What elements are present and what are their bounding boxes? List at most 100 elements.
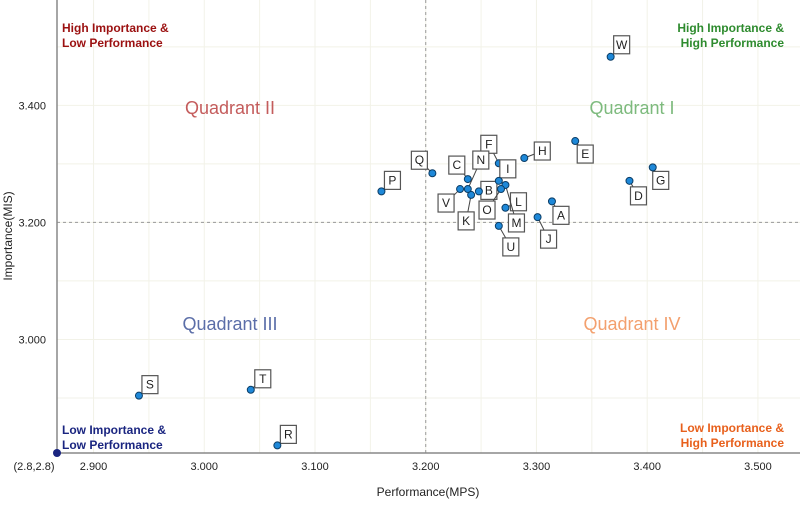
label-box xyxy=(539,229,558,249)
y-axis-label: Importance(MIS) xyxy=(1,191,15,280)
label-box xyxy=(499,159,517,179)
y-tick-label: 3.000 xyxy=(18,334,46,346)
point-marker xyxy=(497,185,506,194)
reference-lines xyxy=(57,0,800,453)
point-label: G xyxy=(656,173,665,187)
point-label: O xyxy=(482,203,491,217)
data-point-e: E xyxy=(571,137,594,164)
point-marker xyxy=(246,385,255,394)
corner-labels: High Importance & Low Performance High I… xyxy=(62,21,784,452)
data-point-n: N xyxy=(463,150,490,194)
label-box xyxy=(383,170,402,190)
x-tick-label: 3.100 xyxy=(301,461,329,473)
corner-bottom-left-line1: Low Importance & xyxy=(62,423,166,437)
x-tick-label: 3.300 xyxy=(523,461,551,473)
label-box xyxy=(457,211,475,231)
x-tick-label: 3.000 xyxy=(191,461,219,473)
label-box xyxy=(478,200,496,220)
data-point-d: D xyxy=(625,176,648,206)
label-box xyxy=(141,375,159,395)
point-marker xyxy=(571,137,580,146)
point-marker xyxy=(494,176,503,185)
point-label: J xyxy=(546,232,552,246)
point-label: V xyxy=(442,196,450,210)
point-label: M xyxy=(511,216,521,230)
point-marker xyxy=(273,441,282,450)
label-box xyxy=(437,193,455,213)
label-box xyxy=(279,424,297,444)
point-marker xyxy=(134,391,143,400)
point-label: W xyxy=(616,38,628,52)
corner-bottom-right-line1: Low Importance & xyxy=(680,421,784,435)
point-marker xyxy=(467,190,476,199)
point-label: L xyxy=(515,195,522,209)
data-point-p: P xyxy=(377,170,402,196)
data-point-s: S xyxy=(134,375,159,400)
point-marker xyxy=(606,52,615,61)
label-box xyxy=(552,205,570,225)
point-label: C xyxy=(452,158,461,172)
point-label: T xyxy=(259,372,267,386)
corner-top-left-line2: Low Performance xyxy=(62,36,163,50)
corner-top-right-line1: High Importance & xyxy=(677,21,784,35)
x-axis-label: Performance(MPS) xyxy=(377,485,480,499)
quadrant-1-label: Quadrant I xyxy=(589,98,674,118)
data-point-q: Q xyxy=(410,150,437,178)
point-label: A xyxy=(557,208,565,222)
data-point-h: H xyxy=(520,141,551,163)
y-tick-label: 3.200 xyxy=(18,217,46,229)
point-marker xyxy=(463,175,472,184)
x-tick-label: 3.200 xyxy=(412,461,440,473)
data-point-l: L xyxy=(501,192,528,212)
data-point-r: R xyxy=(273,424,297,450)
corner-bottom-left-line2: Low Performance xyxy=(62,438,163,452)
point-marker xyxy=(547,197,556,206)
point-marker xyxy=(533,213,542,222)
label-box xyxy=(652,170,670,190)
quadrant-4-label: Quadrant IV xyxy=(583,314,680,334)
point-marker xyxy=(520,154,529,163)
point-label: I xyxy=(506,162,509,176)
data-point-t: T xyxy=(246,369,272,394)
data-point-c: C xyxy=(448,155,472,184)
point-marker xyxy=(625,176,634,185)
label-box xyxy=(502,237,520,257)
point-marker xyxy=(494,221,503,230)
corner-top-right-line2: High Performance xyxy=(681,36,785,50)
point-label: S xyxy=(146,378,154,392)
x-tick-label: 3.400 xyxy=(633,461,661,473)
data-point-v: V xyxy=(437,185,465,213)
quadrant-3-label: Quadrant III xyxy=(182,314,277,334)
data-point-o: O xyxy=(478,185,506,220)
point-marker xyxy=(456,185,465,194)
point-label: Q xyxy=(415,153,424,167)
point-label: E xyxy=(581,147,589,161)
x-tick-label: 2.900 xyxy=(80,461,108,473)
data-point-w: W xyxy=(606,35,631,61)
point-label: D xyxy=(634,189,643,203)
corner-top-left-line1: High Importance & xyxy=(62,21,169,35)
point-label: B xyxy=(485,183,493,197)
origin-marker xyxy=(53,449,61,457)
label-box xyxy=(507,213,526,233)
label-box xyxy=(533,141,551,161)
point-marker xyxy=(463,185,472,194)
label-box xyxy=(613,35,631,55)
tick-labels: 2.900 3.000 3.100 3.200 3.300 3.400 3.500 3.000… xyxy=(18,100,771,473)
y-tick-label: 3.400 xyxy=(18,100,46,112)
data-point-j: J xyxy=(533,213,558,249)
point-label: U xyxy=(506,240,515,254)
point-label: P xyxy=(388,173,396,187)
data-point-i: I xyxy=(494,159,517,185)
label-box xyxy=(472,150,490,170)
point-marker xyxy=(648,163,657,172)
point-marker xyxy=(428,169,437,178)
origin-label: (2.8,2.8) xyxy=(14,461,55,473)
point-label: F xyxy=(485,137,492,151)
corner-bottom-right-line2: High Performance xyxy=(681,436,785,450)
axes xyxy=(53,0,800,457)
data-point-k: K xyxy=(457,190,476,231)
point-marker xyxy=(474,187,483,196)
x-tick-label: 3.500 xyxy=(744,461,772,473)
